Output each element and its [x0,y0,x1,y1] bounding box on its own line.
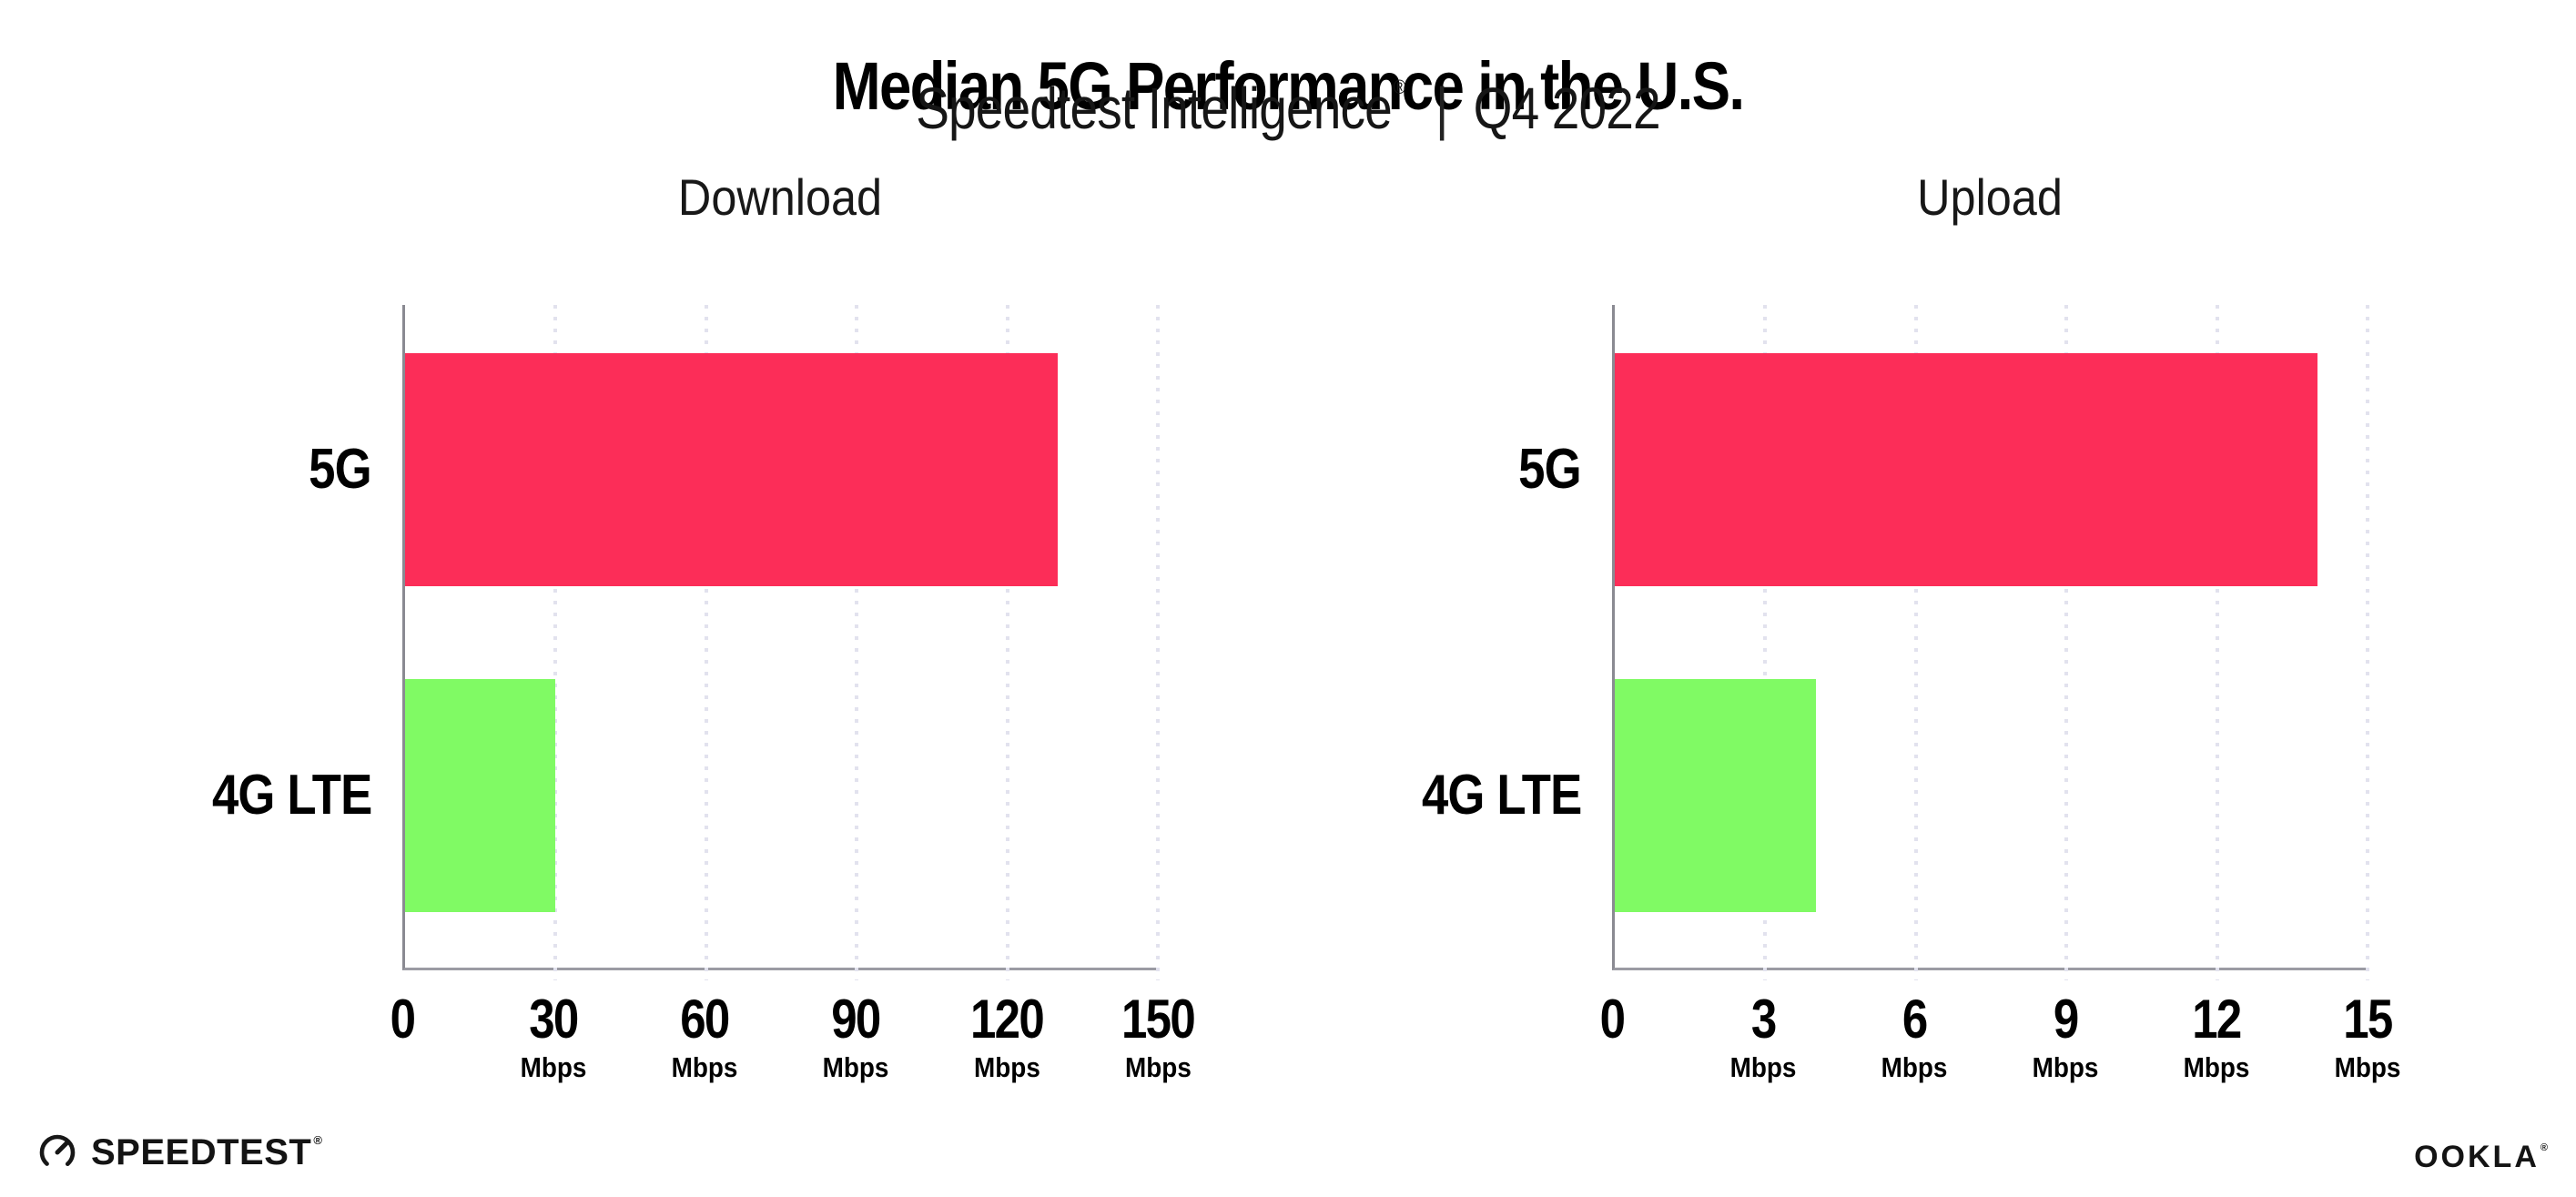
download-chart-title: Download [677,168,883,227]
x-tick-value: 9 [2053,989,2079,1050]
gridline-90-mbps [855,305,859,980]
x-tick-value: 60 [680,989,730,1050]
x-tick-150: 150 Mbps [1115,991,1201,1082]
x-tick-value: 6 [1902,989,1928,1050]
x-tick-unit: Mbps [822,1051,889,1083]
upload-chart-title: Upload [1917,168,2063,227]
upload-category-labels: 5G 4G LTE [1308,305,1582,970]
subtitle: Speedtest Intelligence® | Q4 2022 [180,75,2396,142]
speedtest-registered-mark: ® [313,1132,323,1147]
x-tick-9: 9 Mbps [2029,991,2103,1082]
ookla-wordmark: OOKLA [2414,1140,2540,1174]
x-tick-value: 30 [529,989,579,1050]
x-tick-value: 150 [1121,989,1196,1050]
download-plot-area [402,305,1160,980]
speedtest-gauge-icon [39,1134,76,1171]
subtitle-separator: | [1435,76,1448,141]
category-label-text: 4G LTE [211,764,372,827]
gridline-120-mbps [1005,305,1009,980]
category-label-text: 4G LTE [1421,764,1582,827]
download-x-axis: 0 30 Mbps 60 Mbps 90 Mbps 120 Mbps 150 Mbps [390,991,1196,1110]
upload-x-axis: 0 3 Mbps 6 Mbps 9 Mbps 12 Mbps 15 Mbps [1600,991,2401,1110]
upload-plot-area [1612,305,2369,980]
bar-5g [405,353,1058,586]
x-tick-unit: Mbps [1124,1051,1192,1083]
x-tick-unit: Mbps [1881,1051,1948,1083]
gridline-9-mbps [2064,305,2069,980]
x-tick-value: 90 [831,989,881,1050]
x-tick-value: 0 [1599,989,1626,1050]
subtitle-brand: Speedtest Intelligence [916,76,1393,141]
gridline-15-mbps [2366,305,2369,980]
speedtest-logo: SPEEDTEST ® [36,1131,322,1173]
category-label-text: 5G [1518,438,1581,501]
ookla-registered-mark: ® [2540,1142,2551,1153]
x-tick-unit: Mbps [520,1051,587,1083]
x-tick-15: 15 Mbps [2331,991,2405,1082]
x-tick-unit: Mbps [2183,1051,2250,1083]
x-tick-unit: Mbps [1729,1051,1797,1083]
x-tick-12: 12 Mbps [2180,991,2254,1082]
x-tick-unit: Mbps [973,1051,1040,1083]
x-tick-value: 15 [2343,989,2393,1050]
gridline-60-mbps [704,305,708,980]
page-title: Median 5G Performance in the U.S. [832,47,1745,124]
gridline-150-mbps [1156,305,1160,980]
download-category-labels: 5G 4G LTE [98,305,372,970]
category-label-4g-lte: 4G LTE [98,763,372,828]
x-tick-60: 60 Mbps [668,991,742,1082]
x-tick-value: 12 [2192,989,2242,1050]
gridline-3-mbps [1763,305,1768,980]
x-tick-3: 3 Mbps [1727,991,1800,1082]
x-tick-value: 120 [970,989,1045,1050]
gridline-6-mbps [1913,305,1918,980]
x-tick-90: 90 Mbps [819,991,893,1082]
x-tick-30: 30 Mbps [517,991,591,1082]
bar-4g-lte [405,679,556,912]
x-tick-0: 0 [1597,991,1626,1048]
x-tick-6: 6 Mbps [1878,991,1952,1082]
x-tick-unit: Mbps [2032,1051,2099,1083]
x-tick-value: 0 [390,989,416,1050]
x-tick-unit: Mbps [671,1051,738,1083]
subtitle-period: Q4 2022 [1473,76,1661,141]
gridline-12-mbps [2215,305,2219,980]
gridline-30-mbps [553,305,558,980]
category-label-5g: 5G [1308,437,1581,502]
speedtest-wordmark: SPEEDTEST ® [91,1131,323,1172]
x-tick-unit: Mbps [2334,1051,2401,1083]
ookla-logo: OOKLA® [2414,1140,2551,1175]
x-tick-120: 120 Mbps [964,991,1050,1082]
bar-5g [1615,353,2317,586]
bar-4g-lte [1615,679,1816,912]
category-label-text: 5G [309,438,371,501]
category-label-5g: 5G [98,437,371,502]
category-label-4g-lte: 4G LTE [1308,763,1582,828]
x-tick-value: 3 [1750,989,1777,1050]
x-tick-0: 0 [388,991,416,1048]
registered-mark: ® [1393,76,1406,98]
